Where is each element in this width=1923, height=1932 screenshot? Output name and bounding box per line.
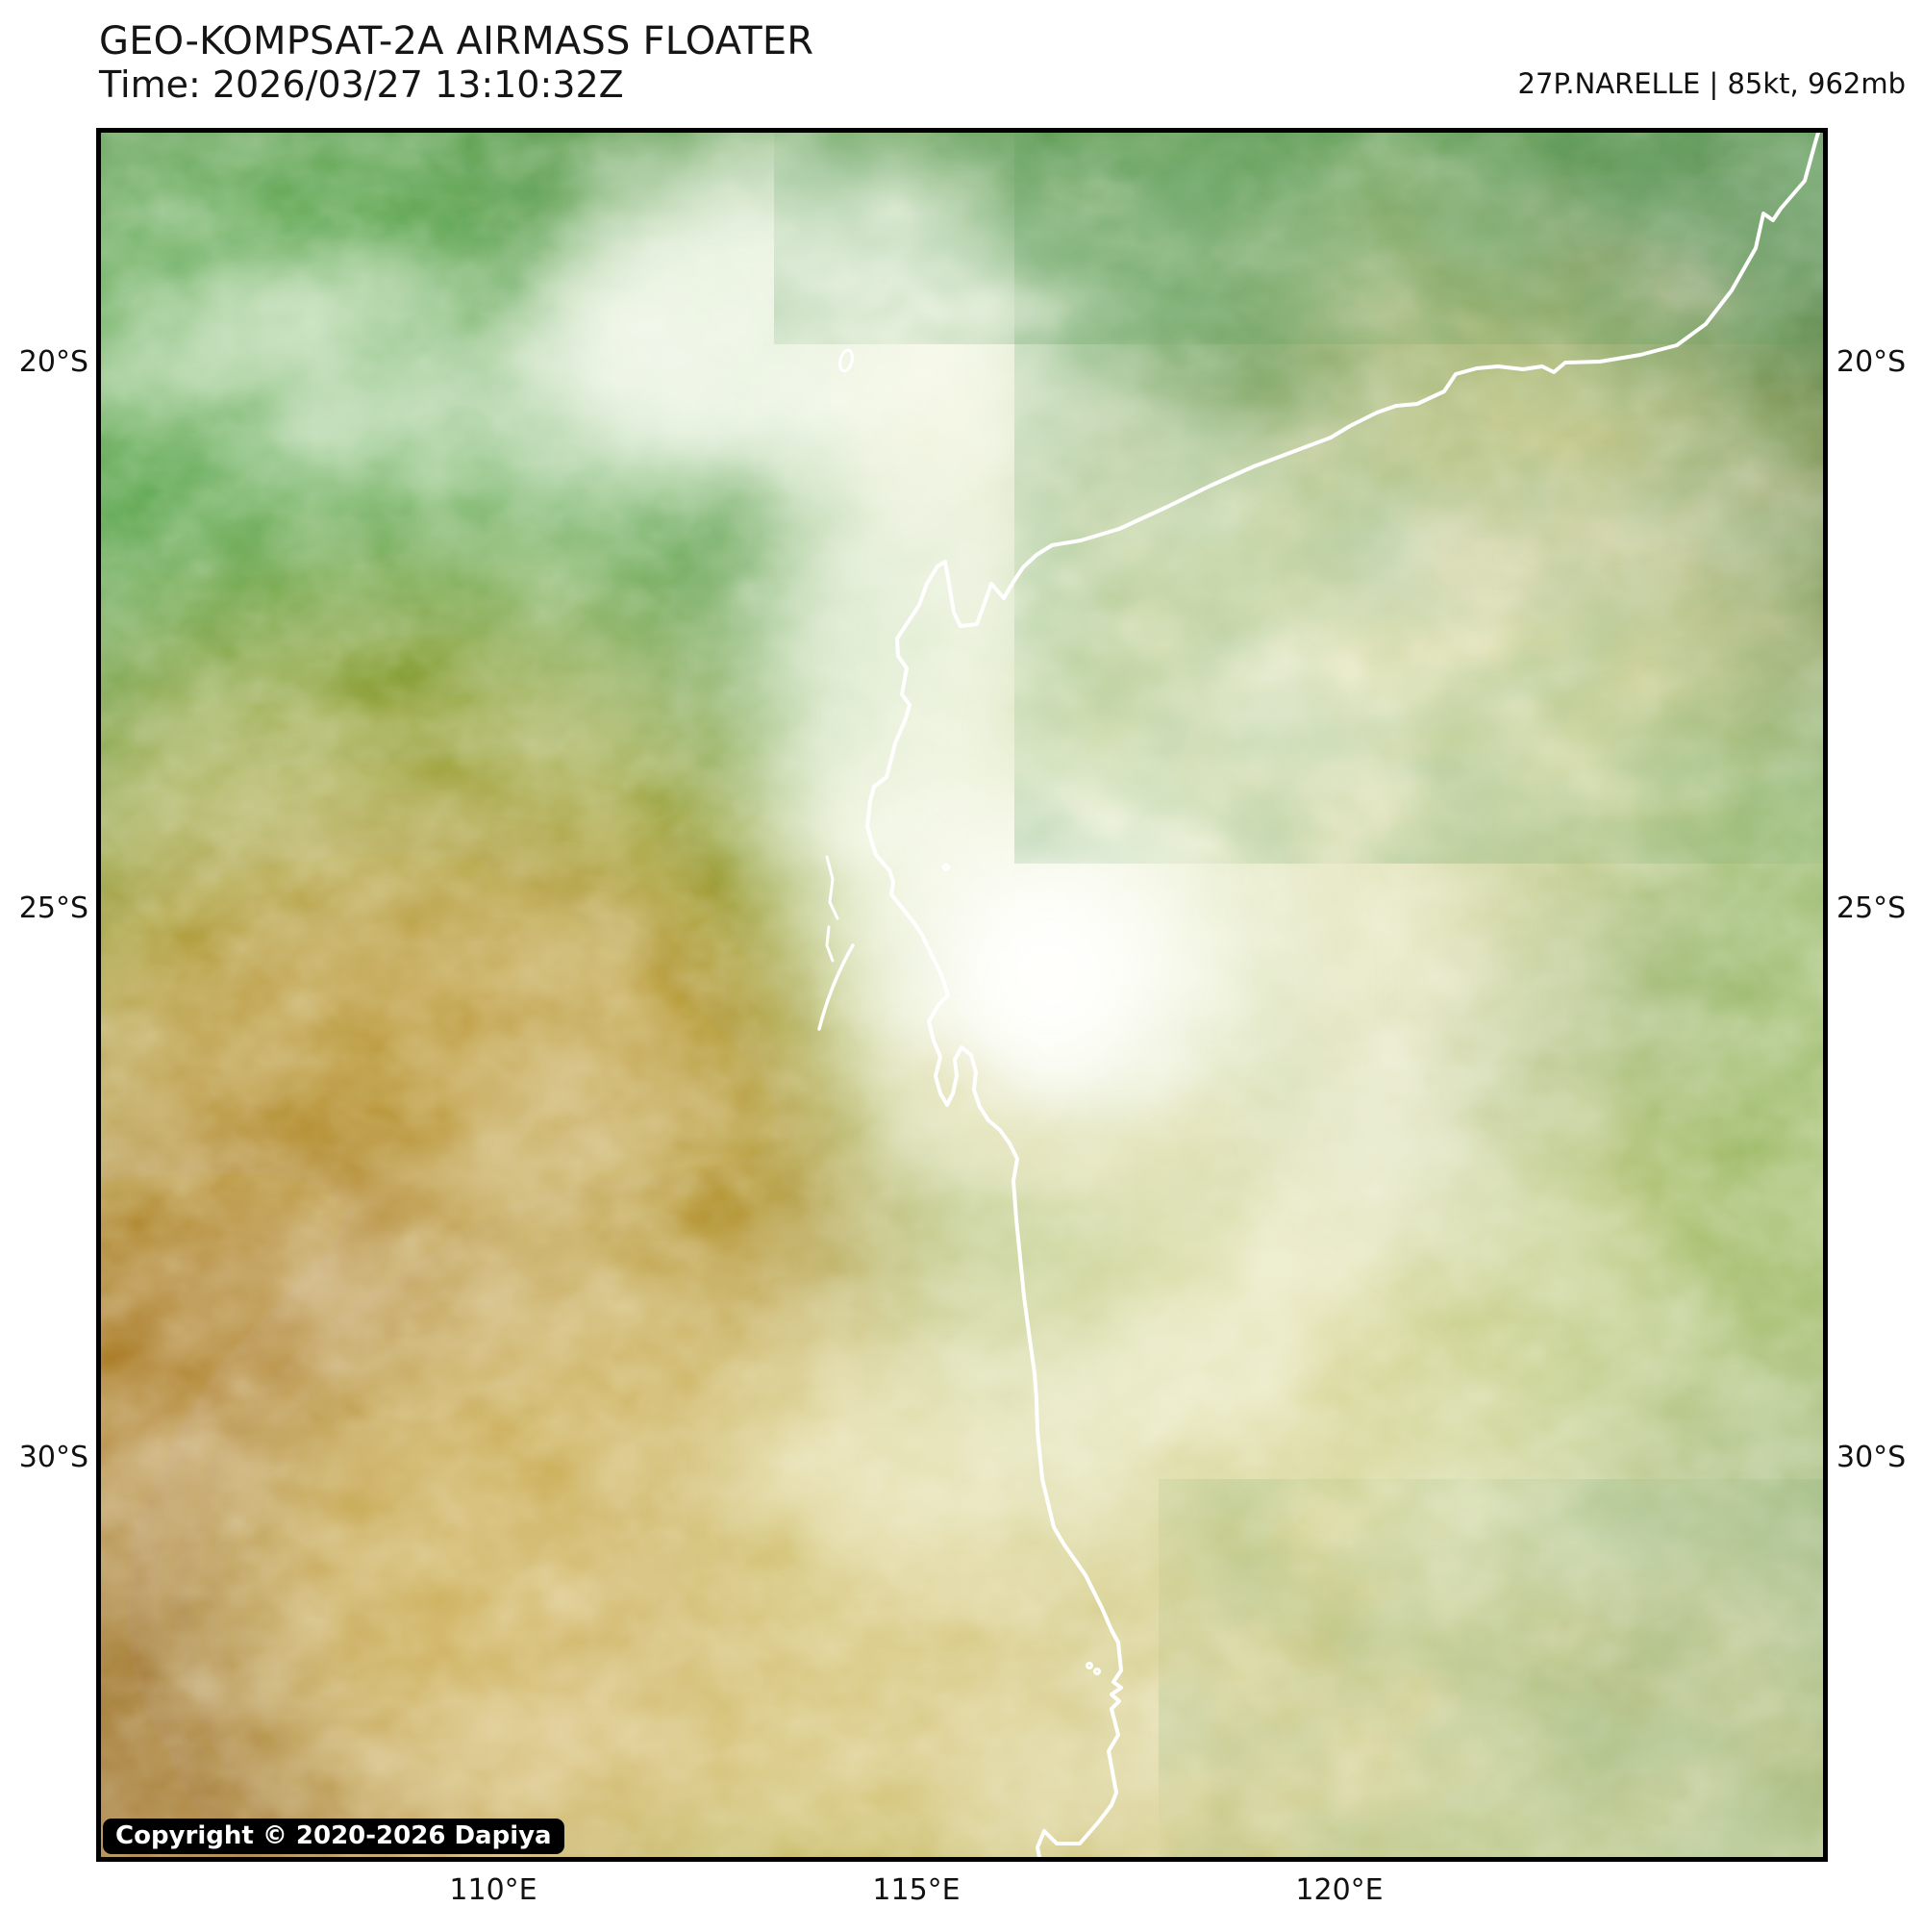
storm-info-label: 27P.NARELLE | 85kt, 962mb <box>1517 67 1906 100</box>
lon-label-120e: 120°E <box>1295 1873 1384 1907</box>
island-barrow <box>838 348 854 373</box>
island-bernier-dorre <box>825 855 839 963</box>
lon-label-110e: 110°E <box>449 1873 537 1907</box>
lat-label-right-25s: 25°S <box>1836 891 1907 925</box>
lat-label-right-20s: 20°S <box>1836 345 1907 379</box>
coastline-path <box>865 133 1820 1857</box>
dark-mottle-bottom-right <box>1159 1479 1823 1857</box>
lat-label-left-20s: 20°S <box>18 345 88 379</box>
satellite-map-frame: Copyright © 2020-2026 Dapiya <box>96 128 1828 1862</box>
page-title: GEO-KOMPSAT-2A AIRMASS FLOATER <box>99 19 814 63</box>
lat-label-left-30s: 30°S <box>18 1441 88 1474</box>
islet-dot-1 <box>942 864 950 871</box>
copyright-badge: Copyright © 2020-2026 Dapiya <box>103 1819 564 1854</box>
islet-dot-3 <box>1093 1668 1101 1675</box>
lat-label-left-25s: 25°S <box>18 891 88 925</box>
satellite-image <box>101 133 1823 1857</box>
timestamp-label: Time: 2026/03/27 13:10:32Z <box>99 63 624 106</box>
lon-label-115e: 115°E <box>872 1873 961 1907</box>
dark-mottle-top <box>774 133 1823 344</box>
islet-dot-2 <box>1086 1662 1093 1669</box>
lat-label-right-30s: 30°S <box>1836 1441 1907 1474</box>
coastline-group <box>817 133 1820 1857</box>
island-dirk-hartog <box>817 943 855 1031</box>
